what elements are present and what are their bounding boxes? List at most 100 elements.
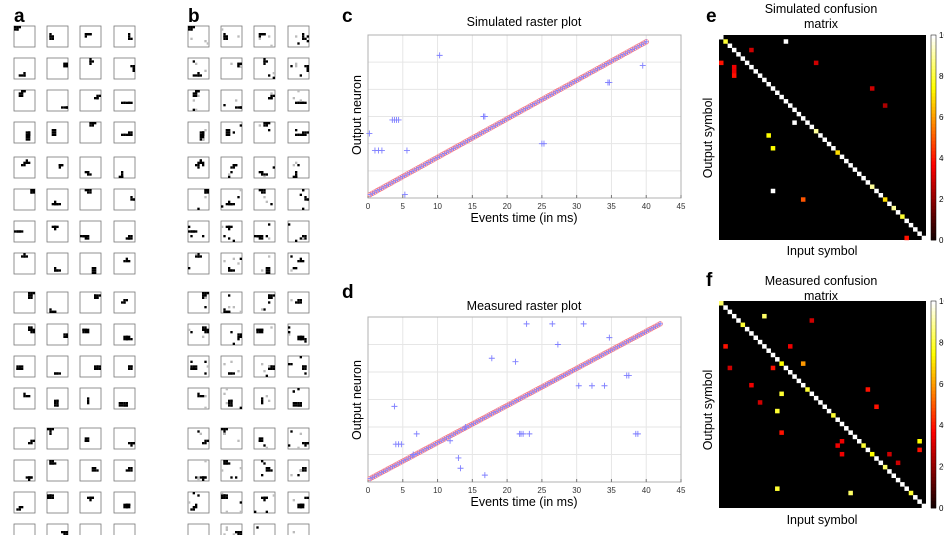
matrix-cell [766,81,771,87]
x-tick-label: 30 [572,202,581,211]
raster-xlabel: Events time (in ms) [471,495,578,509]
matrix-cell [813,128,819,134]
raster-ylabel: Output neuron [350,360,364,440]
symbol-cell [79,25,102,48]
symbol-cell [187,291,210,314]
x-tick-label: 45 [677,486,686,495]
matrix-cell [749,64,754,70]
colorbar-segment [931,171,936,176]
colorbar-segment [931,52,936,56]
symbol-cell [46,89,69,112]
colorbar-segment [931,497,936,502]
symbol-cell [113,427,136,450]
matrix-title-line2: matrix [804,289,839,303]
colorbar-tick-label: 60 [939,380,944,389]
raster-xlabel: Events time (in ms) [471,211,578,225]
symbol-cell [13,523,36,535]
symbol-cell [187,220,210,243]
matrix-cell [839,439,845,444]
spike-marker [462,424,469,430]
matrix-cell [770,86,776,91]
spike-marker [520,430,527,437]
symbol-cell [79,252,102,275]
colorbar-segment [931,79,936,84]
colorbar-segment [931,428,936,433]
matrix-cell [891,473,897,479]
colorbar-tick-label: 0 [939,504,944,513]
panel-letter-a: a [14,6,25,27]
colorbar-segment [931,335,936,340]
symbol-cell [220,156,243,179]
colorbar-segment [931,332,936,336]
matrix-cell [727,365,733,371]
matrix-cell [835,443,840,448]
symbol-cell [220,121,243,144]
symbol-cell [113,25,136,48]
matrix-cell [839,421,845,427]
symbol-cell [13,156,36,179]
matrix-cell [865,180,871,185]
colorbar-segment [931,452,936,457]
symbol-cell [13,427,36,450]
colorbar-segment [931,178,936,183]
colorbar-segment [931,432,936,436]
colorbar-tick-label: 20 [939,463,944,472]
symbol-cell [253,491,276,514]
symbol-cell [287,220,310,243]
matrix-cell [719,60,724,66]
symbol-cell [79,121,102,144]
colorbar-segment [931,480,936,485]
matrix-cell [770,352,776,358]
colorbar-segment [931,188,936,193]
symbol-cell [187,491,210,514]
symbol-cell [287,491,310,514]
matrix-cell [800,197,806,202]
symbol-cell [46,121,69,144]
plot-frame [367,34,682,199]
colorbar-segment [931,363,936,367]
colorbar-segment [931,425,936,430]
symbol-cell [287,188,310,211]
symbol-cell [287,291,310,314]
matrix-cell [788,103,793,108]
symbol-cell [13,89,36,112]
matrix-cell [900,214,905,219]
colorbar-tick-label: 40 [939,154,944,163]
colorbar-segment [931,397,936,402]
symbol-cell [187,459,210,482]
colorbar-segment [931,154,936,159]
spike-marker [643,39,649,45]
matrix-cell [917,499,922,504]
raster-plot-measured: Measured raster plot Events time (in ms)… [350,299,686,509]
symbol-cell [220,291,243,314]
colorbar-segment [931,373,936,378]
colorbar-segment [931,151,936,155]
colorbar-segment [931,470,936,474]
matrix-cell [727,43,733,49]
colorbar-segment [931,501,936,505]
matrix-cell [839,154,845,160]
matrix-cell [723,305,728,310]
spike-marker [403,147,410,154]
x-tick-label: 0 [366,486,371,495]
matrix-cell [762,77,767,83]
matrix-cell [831,146,836,151]
spike-marker [523,320,530,327]
spike-marker [436,52,443,59]
colorbar-frame [930,300,937,509]
symbol-cell [13,121,36,144]
matrix-cell [822,137,828,142]
matrix-title-line2: matrix [804,17,839,31]
symbol-cell [220,188,243,211]
plot-frame [367,316,682,483]
colorbar-segment [931,414,936,419]
matrix-ylabel: Output symbol [701,98,715,179]
colorbar-segment [931,199,936,203]
colorbar-segment [931,164,936,169]
spike-marker [540,140,547,147]
matrix-cell [744,60,750,66]
symbol-cell [113,188,136,211]
matrix-cell [887,451,892,457]
matrix-cell [895,477,901,483]
matrix-cell [852,434,858,440]
